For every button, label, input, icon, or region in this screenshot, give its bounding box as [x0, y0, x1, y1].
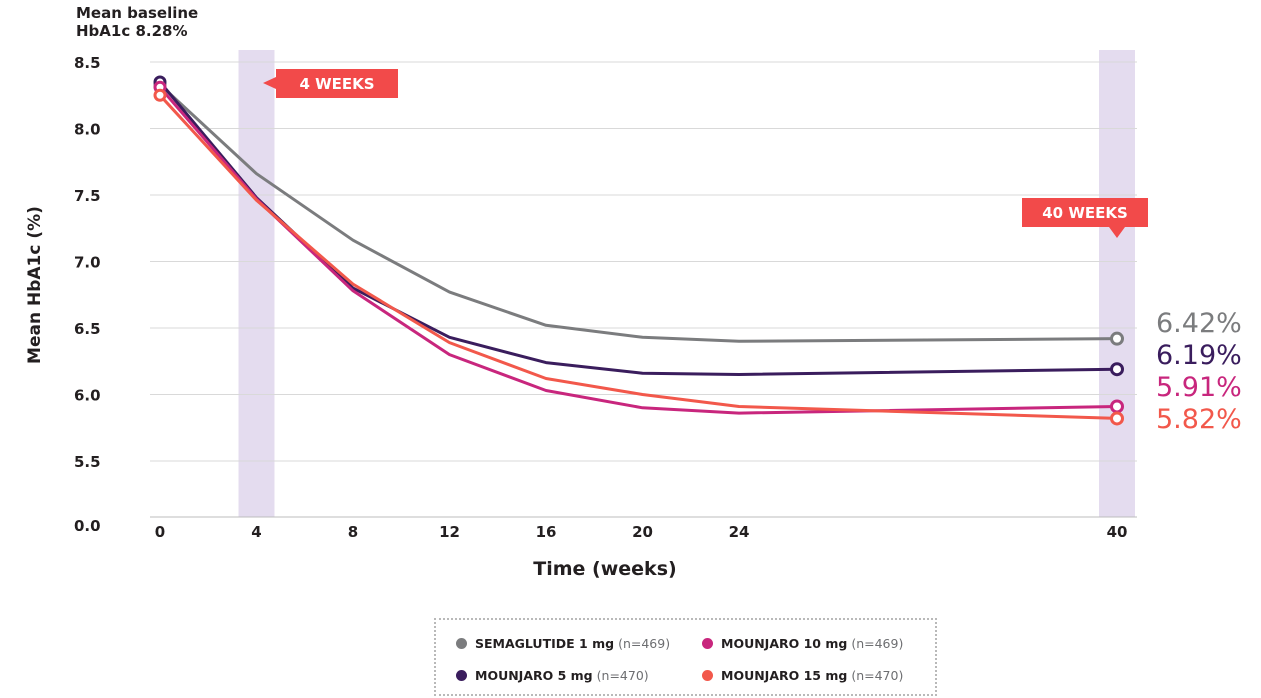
x-tick-label: 20: [632, 523, 653, 541]
y-tick-label: 8.0: [74, 121, 101, 139]
callout-40-weeks-label: 40 WEEKS: [1042, 204, 1128, 222]
legend-label: MOUNJARO 10 mg: [721, 636, 848, 651]
chart-legend: SEMAGLUTIDE 1 mg (n=469) MOUNJARO 10 mg …: [434, 618, 937, 696]
highlight-band-week-40: [1099, 50, 1135, 517]
y-tick-label: 6.0: [74, 387, 101, 405]
legend-n: (n=469): [618, 636, 671, 651]
series-end-marker-3: [1110, 411, 1124, 426]
x-tick-label: 24: [729, 523, 750, 541]
x-axis-title: Time (weeks): [533, 558, 677, 580]
legend-swatch: [702, 638, 713, 649]
y-tick-label: 8.5: [74, 54, 101, 72]
series-line-2: [158, 85, 1119, 415]
series-end-marker-0: [1110, 331, 1124, 346]
legend-n: (n=469): [851, 636, 904, 651]
x-tick-label: 8: [348, 523, 358, 541]
x-tick-label: 4: [251, 523, 261, 541]
baseline-note-line2: HbA1c 8.28%: [76, 22, 188, 40]
series-end-marker-2: [1110, 399, 1124, 414]
baseline-note-line1: Mean baseline: [76, 4, 199, 22]
y-axis-title: Mean HbA1c (%): [25, 206, 45, 364]
y-tick-label: 7.0: [74, 254, 101, 272]
highlight-band-week-4: [238, 50, 275, 517]
y-tick-label: 5.5: [74, 453, 101, 471]
legend-swatch: [456, 670, 467, 681]
y-tick-label: 0.0: [74, 517, 101, 535]
series-start-marker-3: [153, 88, 167, 102]
series-end-label-1: 6.19%: [1156, 340, 1242, 371]
x-tick-label: 0: [155, 523, 165, 541]
legend-label: MOUNJARO 5 mg: [475, 668, 593, 683]
series-end-label-0: 6.42%: [1156, 308, 1242, 339]
legend-item-mounjaro-5mg: MOUNJARO 5 mg (n=470): [456, 668, 649, 683]
series-end-label-2: 5.91%: [1156, 372, 1242, 403]
legend-n: (n=470): [851, 668, 904, 683]
callout-4-weeks-shape: [263, 69, 398, 98]
series-end-marker-1: [1110, 362, 1124, 377]
legend-label: MOUNJARO 15 mg: [721, 668, 848, 683]
callout-40-weeks-shape: [1022, 198, 1148, 238]
legend-n: (n=470): [596, 668, 649, 683]
legend-swatch: [456, 638, 467, 649]
legend-label: SEMAGLUTIDE 1 mg: [475, 636, 615, 651]
x-tick-label: 12: [439, 523, 460, 541]
series-line-3: [158, 93, 1119, 420]
y-tick-label: 7.5: [74, 187, 101, 205]
x-tick-label: 16: [536, 523, 557, 541]
callout-4-weeks-label: 4 WEEKS: [299, 75, 374, 93]
series-line-0: [158, 83, 1119, 343]
x-tick-label: 40: [1107, 523, 1128, 541]
legend-item-semaglutide-1mg: SEMAGLUTIDE 1 mg (n=469): [456, 636, 670, 651]
series-line-1: [158, 80, 1119, 376]
baseline-note: Mean baseline HbA1c 8.28%: [76, 4, 198, 40]
hba1c-chart: 0.0 5.5 6.0 6.5 7.0 7.5 8.0 8.5 0 4 8 12 16 20 24 40 Mea…: [25, 50, 1242, 541]
legend-item-mounjaro-15mg: MOUNJARO 15 mg (n=470): [702, 668, 903, 683]
legend-swatch: [702, 670, 713, 681]
y-tick-label: 6.5: [74, 320, 101, 338]
legend-item-mounjaro-10mg: MOUNJARO 10 mg (n=469): [702, 636, 903, 651]
series-end-label-3: 5.82%: [1156, 404, 1242, 435]
